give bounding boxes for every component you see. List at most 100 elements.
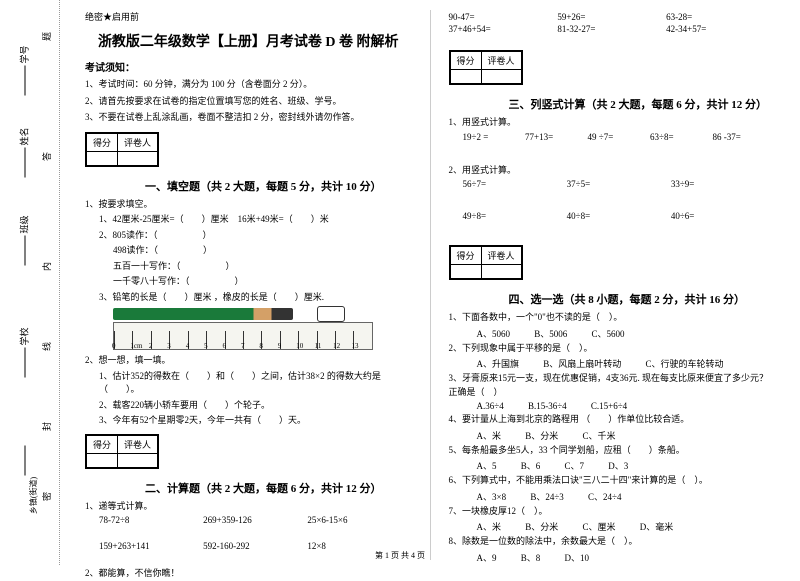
sub-question: 1、42厘米-25厘米=（ ）厘米 16米+49米=（ ）米 — [99, 213, 412, 227]
option: C、5600 — [592, 327, 625, 340]
binding-margin: 学号 姓名 班级 学校 乡镇(街道) 题 答 内 线 封 密 — [0, 0, 60, 565]
calc-item: 77+13= — [525, 132, 588, 142]
margin-line — [25, 148, 26, 178]
option: A、9 — [477, 551, 497, 564]
section-1-title: 一、填空题（共 2 大题，每题 5 分，共计 10 分） — [145, 178, 412, 194]
seal-label: 密 — [40, 492, 53, 501]
option: C、行驶的车轮转动 — [646, 357, 724, 370]
tick-label: 8 — [259, 342, 263, 350]
ruler-figure: 0 1cm 2 3 4 5 6 7 8 9 10 11 12 13 — [113, 308, 363, 350]
question: 1、按要求填空。 — [85, 198, 412, 212]
calc-item: 33÷9= — [671, 179, 775, 189]
question: 1、递等式计算。 — [85, 500, 412, 514]
option: A、升国旗 — [477, 357, 520, 370]
tick-label: 7 — [241, 342, 245, 350]
option: B.15-36÷4 — [528, 401, 567, 411]
tick-label: 9 — [278, 342, 282, 350]
question: 5、每条船最多坐5人，33 个同学划船，应租（ ）条船。 — [449, 444, 776, 458]
options: A、米 B、分米 C、千米 — [477, 429, 776, 442]
seal-label: 封 — [40, 422, 53, 431]
score-box: 得分 评卷人 — [85, 434, 159, 469]
option: B、24÷3 — [530, 490, 563, 503]
option: D、10 — [565, 551, 590, 564]
calc-item: 63÷8= — [650, 132, 713, 142]
sub-question: 3、今年有52个星期零2天，今年一共有（ ）天。 — [99, 414, 412, 428]
page-footer: 第 1 页 共 4 页 — [375, 550, 425, 561]
ruler-marks: 0 1cm 2 3 4 5 6 7 8 9 10 11 12 13 — [114, 331, 372, 349]
calc-item: 49 ÷7= — [588, 132, 651, 142]
score-box: 得分 评卷人 — [449, 50, 523, 85]
pencil-icon — [113, 308, 293, 320]
question: 2、都能算，不信你瞧！ — [85, 567, 412, 581]
exam-title: 浙教版二年级数学【上册】月考试卷 D 卷 附解析 — [85, 31, 412, 51]
calc-item: 86 -37= — [713, 132, 776, 142]
sub-question: 2、805读作：（ ） — [99, 229, 412, 243]
option: D、3 — [608, 459, 628, 472]
margin-line — [25, 348, 26, 378]
options: A、米 B、分米 C、厘米 D、毫米 — [477, 520, 776, 533]
seal-label: 内 — [40, 262, 53, 271]
margin-banji: 班级 — [18, 215, 31, 233]
sub-question: 1、估计352的得数在（ ）和（ ）之间，估计38×2 的得数大约是（ ）。 — [99, 370, 412, 397]
left-column: 绝密★启用前 浙教版二年级数学【上册】月考试卷 D 卷 附解析 考试须知： 1、… — [75, 10, 431, 560]
margin-xiangzhen: 乡镇(街道) — [28, 477, 39, 514]
seal-label: 题 — [40, 32, 53, 41]
margin-line — [25, 236, 26, 266]
margin-xuexiao: 学校 — [18, 327, 31, 345]
calc-item: 56÷7= — [463, 179, 567, 189]
question: 6、下列算式中，不能用乘法口诀"三八二十四"来计算的是（ ）。 — [449, 474, 776, 488]
options: A、升国旗 B、风扇上扇叶转动 C、行驶的车轮转动 — [477, 357, 776, 370]
question: 8、除数是一位数的除法中，余数最大是（ ）。 — [449, 535, 776, 549]
score-label: 得分 — [450, 247, 481, 265]
question: 2、用竖式计算。 — [449, 164, 776, 178]
options: A、5060 B、5006 C、5600 — [477, 327, 776, 340]
marker-label: 评卷人 — [118, 435, 158, 453]
calc-item: 78-72÷8 — [99, 515, 203, 525]
calc-item: 269+359-126 — [203, 515, 307, 525]
option: D、毫米 — [640, 520, 674, 533]
score-label: 得分 — [450, 52, 481, 70]
calc-row: 78-72÷8 269+359-126 25×6-15×6 — [99, 515, 412, 525]
option: C.15+6÷4 — [591, 401, 627, 411]
option: B、分米 — [525, 520, 558, 533]
secret-label: 绝密★启用前 — [85, 10, 412, 23]
sub-question: 一千零八十写作：（ ） — [113, 275, 412, 289]
calc-item: 592-160-292 — [203, 541, 307, 551]
margin-line — [25, 66, 26, 96]
option: A、米 — [477, 429, 502, 442]
option: A、5060 — [477, 327, 511, 340]
tick-label: 10 — [296, 342, 303, 350]
options: A.36÷4 B.15-36÷4 C.15+6÷4 — [477, 401, 776, 411]
section-3-title: 三、列竖式计算（共 2 大题，每题 6 分，共计 12 分） — [509, 96, 776, 112]
question: 7、一块橡皮厚12（ ）。 — [449, 505, 776, 519]
option: A、米 — [477, 520, 502, 533]
tick-label: 0 — [112, 342, 116, 350]
sub-question: 498读作：（ ） — [113, 244, 412, 258]
options: A、3×8 B、24÷3 C、24÷4 — [477, 490, 776, 503]
option: B、风扇上扇叶转动 — [543, 357, 621, 370]
tick-label: 4 — [186, 342, 190, 350]
marker-label: 评卷人 — [481, 52, 521, 70]
calc-row: 19÷2 = 77+13= 49 ÷7= 63÷8= 86 -37= — [463, 132, 776, 142]
sub-question: 五百一十写作：（ ） — [113, 260, 412, 274]
calc-item: 49÷8= — [463, 211, 567, 221]
calc-row: 56÷7= 37÷5= 33÷9= — [463, 179, 776, 189]
calc-item: 159+263+141 — [99, 541, 203, 551]
question: 2、下列现象中属于平移的是（ ）。 — [449, 342, 776, 356]
right-column: 90-47= 59+26= 63-28= 37+46+54= 81-32-27=… — [431, 10, 786, 560]
notice-item: 3、不要在试卷上乱涂乱画，卷面不整洁扣 2 分，密封线外请勿作答。 — [85, 111, 412, 125]
margin-xuehao: 学号 — [18, 45, 31, 63]
calc-item: 40÷6= — [671, 211, 775, 221]
options: A、9 B、8 D、10 — [477, 551, 776, 564]
tick-label: 3 — [167, 342, 171, 350]
marker-label: 评卷人 — [118, 133, 158, 151]
tick-label: 2 — [149, 342, 153, 350]
tick-label: 5 — [204, 342, 208, 350]
calc-item: 25×6-15×6 — [307, 515, 411, 525]
option: C、24÷4 — [588, 490, 621, 503]
option: B、6 — [521, 459, 541, 472]
question: 3、牙膏原来15元一支，现在优惠促销，4支36元. 现在每支比原来便宜了多少元？… — [449, 372, 776, 399]
sub-question: 3、铅笔的长是（ ）厘米 ，橡皮的长是（ ）厘米. — [99, 291, 412, 305]
calc-row: 159+263+141 592-160-292 12×8 — [99, 541, 412, 551]
calc-row: 37+46+54= 81-32-27= 42-34+57= — [449, 24, 776, 34]
